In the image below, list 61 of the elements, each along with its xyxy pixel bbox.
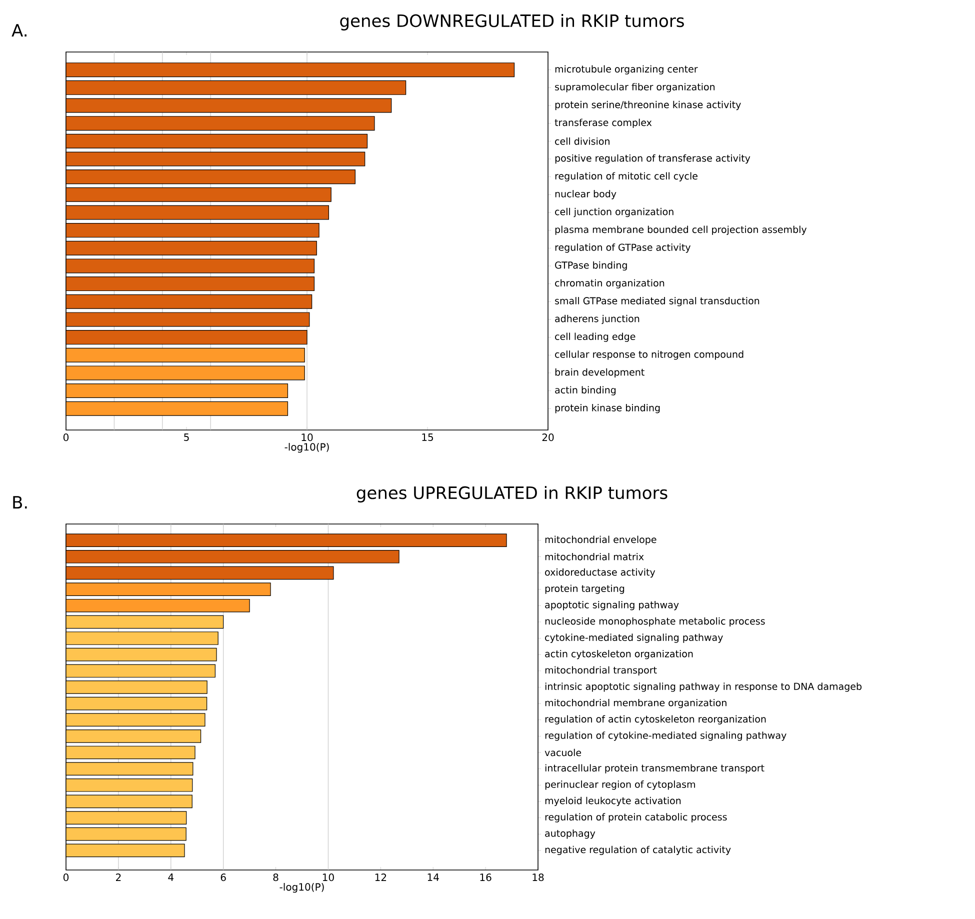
y-tick-label: intrinsic apoptotic signaling pathway in response to DNA damageb xyxy=(545,682,862,692)
x-tick-label: 16 xyxy=(480,874,492,882)
y-tick-label: oxidoreductase activity xyxy=(545,568,656,578)
y-tick-label: mitochondrial envelope xyxy=(545,536,656,545)
y-tick-label: cytokine-mediated signaling pathway xyxy=(545,634,723,643)
y-tick-label: nucleoside monophosphate metabolic process xyxy=(545,617,765,627)
y-tick-label: mitochondrial transport xyxy=(545,666,657,676)
chart-title: genes UPREGULATED in RKIP tumors xyxy=(356,486,668,502)
y-tick-label: nuclear body xyxy=(555,190,616,200)
chart-title: genes DOWNREGULATED in RKIP tumors xyxy=(340,14,684,30)
y-tick-label: negative regulation of catalytic activity xyxy=(545,846,731,856)
y-tick-label: regulation of cytokine-mediated signaling pathway xyxy=(545,732,786,741)
y-tick-label: cell junction organization xyxy=(555,208,674,218)
x-tick-label: 18 xyxy=(532,874,544,882)
x-tick-label: 10 xyxy=(322,874,334,882)
x-axis-title: -log10(P) xyxy=(280,882,324,893)
y-tick-label: mitochondrial membrane organization xyxy=(545,698,726,708)
y-tick-label: perinuclear region of cytoplasm xyxy=(545,780,695,790)
y-tick-label: myeloid leukocyte activation xyxy=(545,796,681,806)
y-tick-label: plasma membrane bounded cell projection assembly xyxy=(555,226,807,235)
y-tick-label: supramolecular fiber organization xyxy=(555,83,715,92)
y-tick-label: regulation of protein catabolic process xyxy=(545,813,727,822)
y-tick-label: GTPase binding xyxy=(555,261,627,271)
y-tick-label: intracellular protein transmembrane transport xyxy=(545,764,764,774)
text: A. xyxy=(12,24,26,36)
y-tick-label: actin cytoskeleton organization xyxy=(545,650,693,660)
y-tick-label: microtubule organizing center xyxy=(555,65,698,74)
x-tick-label: 8 xyxy=(273,874,278,882)
y-tick-label: transferase complex xyxy=(554,118,652,128)
x-tick-label: 2 xyxy=(116,874,121,881)
x-tick-label: 0 xyxy=(63,434,69,442)
y-tick-label: apoptotic signaling pathway xyxy=(545,601,679,610)
x-tick-label: 0 xyxy=(63,874,69,882)
y-tick-label: brain development xyxy=(555,368,644,378)
y-tick-label: small GTPase mediated signal transduction xyxy=(555,297,760,306)
y-tick-label: adherens junction xyxy=(555,314,640,324)
x-tick-label: 10 xyxy=(302,434,313,442)
x-tick-label: 4 xyxy=(168,874,174,881)
y-tick-label: actin binding xyxy=(555,386,616,396)
y-tick-label: cell division xyxy=(555,137,610,145)
y-tick-label: protein kinase binding xyxy=(555,404,660,414)
y-tick-label: regulation of mitotic cell cycle xyxy=(555,172,698,182)
y-tick-label: regulation of GTPase activity xyxy=(555,244,691,253)
text: B. xyxy=(13,496,27,508)
x-tick-label: 5 xyxy=(184,434,189,441)
y-tick-label: vacuole xyxy=(544,748,582,756)
x-tick-label: 12 xyxy=(375,874,386,881)
y-tick-label: autophagy xyxy=(545,830,596,839)
y-tick-label: mitochondrial matrix xyxy=(545,552,644,560)
y-tick-label: protein targeting xyxy=(545,584,624,594)
y-tick-label: chromatin organization xyxy=(555,279,664,288)
x-tick-label: 15 xyxy=(422,434,433,441)
x-tick-label: 14 xyxy=(428,874,439,881)
x-tick-label: 20 xyxy=(542,434,554,442)
y-tick-label: protein serine/threonine kinase activity xyxy=(555,100,741,110)
y-tick-label: regulation of actin cytoskeleton reorganization xyxy=(545,715,766,724)
x-axis-title: -log10(P) xyxy=(284,442,329,453)
y-tick-label: cell leading edge xyxy=(555,332,636,342)
y-tick-label: cellular response to nitrogen compound xyxy=(555,350,744,360)
y-tick-label: positive regulation of transferase activity xyxy=(555,154,750,164)
x-tick-label: 6 xyxy=(220,874,226,882)
